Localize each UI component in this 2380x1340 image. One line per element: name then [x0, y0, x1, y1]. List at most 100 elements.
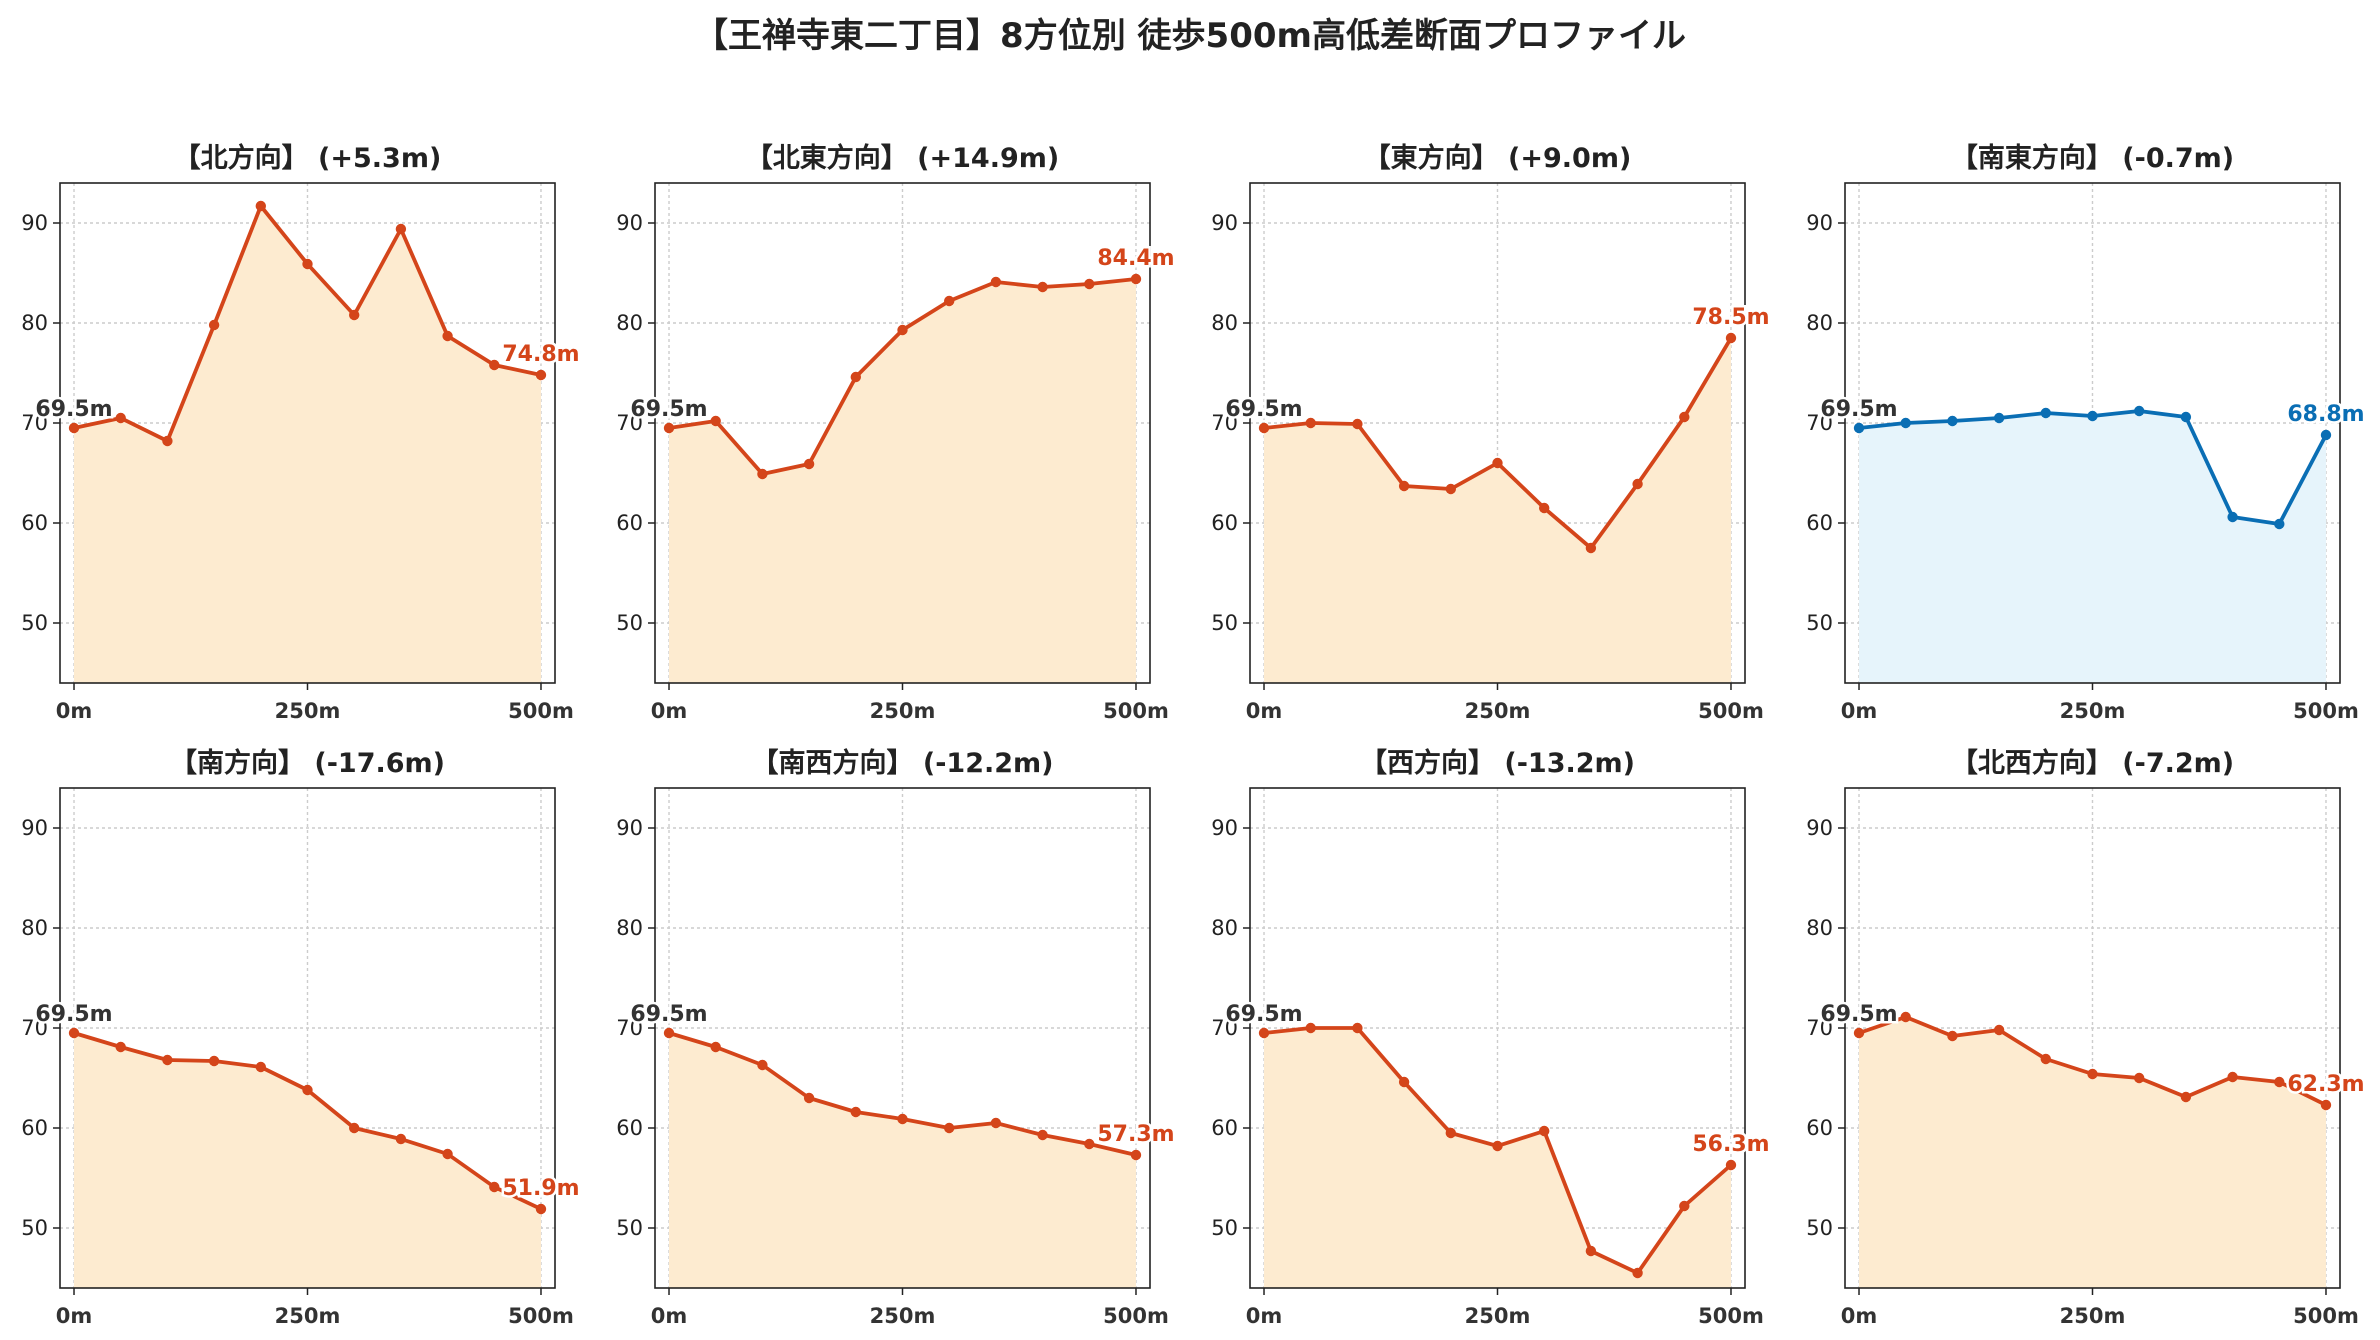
y-tick-label: 70 — [21, 411, 48, 435]
data-point — [1352, 418, 1363, 430]
data-point — [1130, 1149, 1142, 1161]
panel-5: 【南方向】 (-17.6m) 50 60 70 80 90 0m 250m 500m 69.5m 5… — [21, 747, 582, 1328]
data-point — [1258, 422, 1270, 434]
area-fill — [1859, 1017, 2326, 1288]
x-tick-label: 500m — [508, 1304, 574, 1328]
panel-title: 【南西方向】 (-12.2m) — [751, 747, 1053, 779]
data-point — [162, 1054, 173, 1066]
data-point — [2274, 518, 2285, 530]
data-point — [710, 415, 721, 427]
data-point — [1084, 278, 1095, 290]
panel-title: 【南方向】 (-17.6m) — [170, 747, 445, 779]
data-point — [395, 1133, 407, 1145]
x-tick-label: 250m — [275, 1304, 341, 1328]
x-tick-label: 0m — [651, 699, 688, 723]
data-point — [535, 1203, 547, 1215]
data-point — [1900, 1011, 1911, 1023]
y-tick-label: 80 — [1806, 916, 1833, 940]
y-tick-label: 90 — [1806, 211, 1833, 235]
panel-title: 【北東方向】 (+14.9m) — [746, 142, 1059, 174]
y-tick-label: 60 — [1806, 511, 1833, 535]
data-point — [115, 412, 126, 424]
y-tick-label: 80 — [616, 311, 643, 335]
data-point — [1130, 273, 1142, 285]
data-point — [1492, 1140, 1503, 1152]
x-tick-label: 250m — [2060, 1304, 2126, 1328]
data-point — [2274, 1076, 2285, 1088]
x-tick-label: 250m — [870, 699, 936, 723]
data-point — [162, 435, 173, 447]
y-tick-label: 60 — [21, 1116, 48, 1140]
data-point — [1037, 281, 1048, 293]
data-point — [348, 1122, 360, 1134]
data-point — [1305, 1022, 1316, 1034]
end-value-label: 84.4m — [1097, 246, 1174, 271]
data-point — [2320, 1099, 2332, 1111]
data-point — [1305, 417, 1316, 429]
x-tick-label: 500m — [1698, 699, 1764, 723]
panel-title: 【西方向】 (-13.2m) — [1360, 747, 1635, 779]
end-value-label: 78.5m — [1692, 305, 1769, 330]
y-tick-label: 90 — [21, 211, 48, 235]
data-point — [1632, 478, 1643, 490]
end-value-label: 56.3m — [1692, 1132, 1769, 1157]
x-tick-label: 500m — [1103, 699, 1169, 723]
data-point — [1258, 1027, 1270, 1039]
data-point — [1725, 1159, 1737, 1171]
x-tick-label: 250m — [1465, 1304, 1531, 1328]
data-point — [255, 200, 267, 212]
area-fill — [1859, 411, 2326, 683]
area-fill — [1264, 338, 1731, 683]
y-tick-label: 60 — [616, 1116, 643, 1140]
data-point — [255, 1061, 267, 1073]
panel-3: 【東方向】 (+9.0m) 50 60 70 80 90 0m 250m 500m 69.5m 78… — [1211, 142, 1772, 723]
data-point — [897, 324, 908, 336]
data-point — [2087, 410, 2098, 422]
data-point — [990, 1117, 1002, 1129]
data-point — [1037, 1129, 1048, 1141]
data-point — [1585, 1245, 1597, 1257]
y-tick-label: 70 — [1211, 411, 1238, 435]
data-point — [803, 1092, 815, 1104]
data-point — [2133, 405, 2145, 417]
x-tick-label: 500m — [2293, 699, 2359, 723]
end-value-label: 74.8m — [502, 342, 579, 367]
data-point — [68, 1027, 80, 1039]
area-fill — [74, 1033, 541, 1288]
panel-2: 【北東方向】 (+14.9m) 50 60 70 80 90 0m 250m 500m 69.5m… — [616, 142, 1177, 723]
data-point — [943, 1122, 955, 1134]
data-point — [2040, 1053, 2052, 1065]
data-point — [1352, 1022, 1363, 1034]
data-point — [1725, 332, 1737, 344]
y-tick-label: 70 — [1211, 1016, 1238, 1040]
data-point — [1679, 1200, 1690, 1212]
x-tick-label: 0m — [1246, 699, 1283, 723]
y-tick-label: 50 — [1211, 1216, 1238, 1240]
panel-6: 【南西方向】 (-12.2m) 50 60 70 80 90 0m 250m 500m 69.5m… — [616, 747, 1177, 1328]
data-point — [1993, 412, 2005, 424]
x-tick-label: 250m — [275, 699, 341, 723]
data-point — [663, 422, 675, 434]
start-value-label: 69.5m — [630, 1002, 707, 1027]
y-tick-label: 70 — [616, 411, 643, 435]
data-point — [1445, 483, 1457, 495]
y-tick-label: 70 — [616, 1016, 643, 1040]
y-tick-label: 90 — [616, 211, 643, 235]
y-tick-label: 50 — [1806, 1216, 1833, 1240]
data-point — [1398, 1076, 1410, 1088]
data-point — [1679, 411, 1690, 423]
y-tick-label: 70 — [21, 1016, 48, 1040]
data-point — [1853, 1027, 1865, 1039]
y-tick-label: 50 — [616, 1216, 643, 1240]
data-point — [302, 1084, 313, 1096]
y-tick-label: 90 — [1806, 816, 1833, 840]
data-point — [850, 371, 862, 383]
y-tick-label: 90 — [616, 816, 643, 840]
data-point — [442, 1148, 453, 1160]
start-value-label: 69.5m — [35, 1002, 112, 1027]
data-point — [1538, 502, 1550, 514]
data-point — [1900, 417, 1911, 429]
start-value-label: 69.5m — [1225, 397, 1302, 422]
data-point — [1492, 457, 1503, 469]
data-point — [2227, 511, 2238, 523]
